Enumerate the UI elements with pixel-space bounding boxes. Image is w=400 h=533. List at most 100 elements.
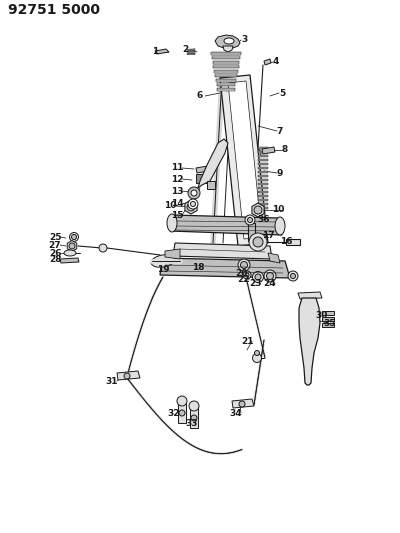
Polygon shape — [258, 158, 268, 160]
Polygon shape — [252, 203, 264, 217]
Text: 17: 17 — [262, 230, 274, 239]
Text: 10: 10 — [272, 206, 284, 214]
Ellipse shape — [64, 250, 76, 256]
Polygon shape — [258, 163, 268, 165]
Circle shape — [188, 199, 198, 209]
Polygon shape — [213, 61, 239, 63]
Text: 30: 30 — [316, 311, 328, 319]
Polygon shape — [228, 81, 262, 239]
Circle shape — [253, 237, 263, 247]
Text: 7: 7 — [277, 126, 283, 135]
Circle shape — [189, 401, 199, 411]
Polygon shape — [220, 75, 268, 246]
Text: 18: 18 — [192, 263, 204, 272]
Text: 23: 23 — [249, 279, 261, 288]
Bar — [190, 406, 198, 428]
Text: 21: 21 — [241, 336, 253, 345]
Polygon shape — [258, 147, 268, 149]
Polygon shape — [258, 198, 268, 200]
Polygon shape — [198, 139, 228, 188]
Circle shape — [253, 149, 261, 157]
Circle shape — [191, 415, 197, 421]
Bar — [286, 239, 300, 245]
Circle shape — [288, 271, 298, 281]
Polygon shape — [215, 35, 240, 48]
Text: 15: 15 — [171, 211, 183, 220]
Circle shape — [290, 273, 296, 279]
Polygon shape — [187, 50, 195, 52]
Text: 26: 26 — [49, 248, 61, 257]
Circle shape — [255, 274, 261, 280]
Text: 32: 32 — [168, 408, 180, 417]
Circle shape — [72, 235, 76, 239]
Polygon shape — [258, 174, 268, 176]
Polygon shape — [211, 52, 241, 54]
Ellipse shape — [224, 38, 234, 44]
Circle shape — [238, 259, 250, 271]
Text: 33: 33 — [186, 418, 198, 427]
Polygon shape — [67, 240, 77, 252]
Text: 36: 36 — [258, 215, 270, 224]
Polygon shape — [214, 65, 238, 68]
Text: 13: 13 — [171, 187, 183, 196]
Bar — [178, 401, 186, 423]
Text: 8: 8 — [282, 146, 288, 155]
Polygon shape — [187, 49, 195, 50]
Ellipse shape — [151, 255, 175, 267]
Bar — [207, 181, 215, 189]
Polygon shape — [268, 253, 280, 263]
Text: 11: 11 — [171, 164, 183, 173]
Polygon shape — [258, 187, 268, 189]
Circle shape — [252, 353, 262, 362]
Text: 6: 6 — [197, 92, 203, 101]
Text: 34: 34 — [230, 408, 242, 417]
Circle shape — [266, 272, 274, 279]
Circle shape — [177, 396, 187, 406]
Text: 16: 16 — [280, 238, 292, 246]
Circle shape — [245, 215, 255, 225]
Bar — [196, 174, 208, 183]
Text: 24: 24 — [264, 279, 276, 288]
Text: 35: 35 — [324, 319, 336, 327]
Polygon shape — [117, 371, 140, 380]
Text: 31: 31 — [106, 376, 118, 385]
Bar — [248, 223, 255, 241]
Circle shape — [243, 271, 251, 279]
Text: 5: 5 — [279, 88, 285, 98]
Circle shape — [264, 270, 276, 282]
Circle shape — [190, 201, 196, 206]
Circle shape — [254, 351, 260, 356]
Circle shape — [70, 232, 78, 241]
Polygon shape — [185, 200, 197, 214]
Polygon shape — [258, 206, 268, 208]
Polygon shape — [232, 399, 254, 408]
Circle shape — [239, 401, 245, 407]
Circle shape — [69, 243, 75, 249]
Circle shape — [124, 373, 130, 379]
Bar — [322, 317, 334, 321]
Text: 10: 10 — [164, 201, 176, 211]
Circle shape — [187, 203, 195, 211]
Polygon shape — [187, 52, 195, 53]
Text: 28: 28 — [49, 255, 61, 264]
Polygon shape — [215, 74, 237, 77]
Polygon shape — [218, 87, 234, 91]
Polygon shape — [299, 298, 320, 385]
Circle shape — [248, 217, 252, 222]
Text: 22: 22 — [238, 276, 250, 285]
Circle shape — [99, 244, 107, 252]
Text: 20: 20 — [235, 269, 247, 278]
Text: 14: 14 — [171, 198, 183, 207]
Circle shape — [191, 190, 197, 196]
Polygon shape — [258, 182, 268, 184]
Polygon shape — [212, 56, 240, 59]
Text: 19: 19 — [157, 265, 169, 274]
Circle shape — [254, 206, 262, 214]
Polygon shape — [60, 258, 79, 263]
Polygon shape — [165, 249, 180, 259]
Ellipse shape — [167, 214, 177, 232]
Polygon shape — [298, 292, 322, 299]
Polygon shape — [258, 195, 268, 197]
Text: 1: 1 — [152, 47, 158, 56]
Text: 2: 2 — [182, 44, 188, 53]
